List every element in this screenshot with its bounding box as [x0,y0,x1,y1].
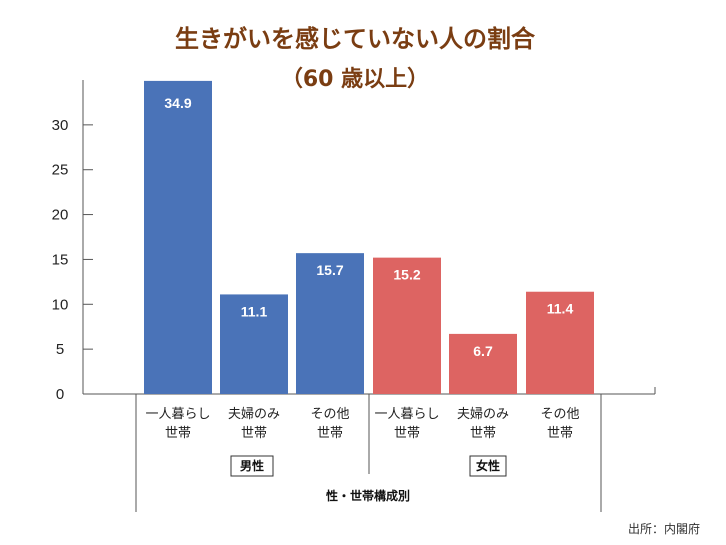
category-label: 夫婦のみ [228,406,280,422]
y-tick-label: 10 [52,296,69,313]
bar [144,80,212,394]
bar [373,257,441,394]
data-label: 6.7 [473,343,493,359]
category-label: その他 [540,407,579,422]
x-axis-label: 性・世帯構成別 [325,488,410,503]
category-label: 夫婦のみ [457,406,509,422]
group-label-text: 女性 [476,458,500,473]
y-tick-label: 25 [52,162,69,179]
y-tick-label: 0 [56,386,64,403]
group-label-female: 女性 [469,455,507,477]
category-label: その他 [310,407,349,422]
data-label: 15.7 [316,262,343,278]
y-tick-label: 30 [52,117,69,134]
category-label: 世帯 [547,426,573,441]
category-label: 一人暮らし [145,407,210,422]
chart-subtitle: （60 歳以上） [281,67,429,92]
data-label: 15.2 [393,267,420,283]
chart-title: 生きがいを感じていない人の割合 [175,25,536,53]
group-label-box [230,455,274,477]
category-label: 世帯 [317,426,343,441]
bars: 34.9 11.1 15.7 15.2 6.7 11.4 [144,80,594,394]
group-label-male: 男性 [230,455,274,477]
y-tick-label: 15 [52,251,69,268]
y-tick-label: 20 [52,207,69,224]
category-label: 世帯 [165,426,191,441]
y-tick-label: 5 [56,341,64,358]
category-label: 世帯 [470,426,496,441]
source-note: 出所：内閣府 [628,521,700,536]
category-label: 世帯 [241,426,267,441]
data-label: 34.9 [164,95,191,111]
category-label: 一人暮らし [374,407,439,422]
group-label-text: 男性 [240,458,264,473]
bar [220,294,288,394]
bar [296,253,364,394]
data-label: 11.4 [547,301,574,317]
data-label: 11.1 [241,303,268,319]
bar [526,291,594,394]
group-label-box [469,455,507,477]
bar [449,333,517,394]
category-label: 世帯 [394,426,420,441]
